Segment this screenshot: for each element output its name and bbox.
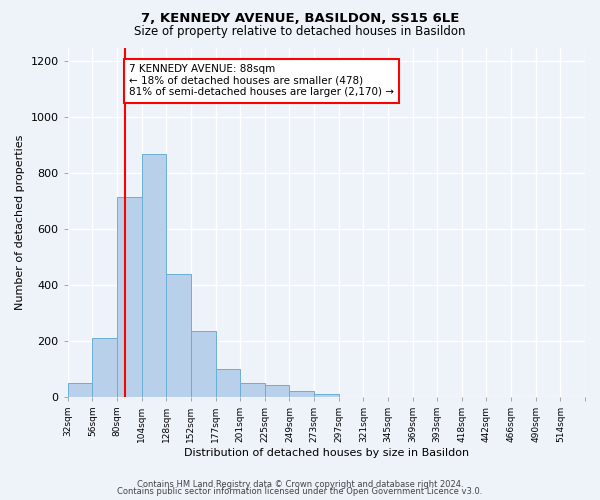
Bar	[117, 197, 142, 396]
Text: 7, KENNEDY AVENUE, BASILDON, SS15 6LE: 7, KENNEDY AVENUE, BASILDON, SS15 6LE	[141, 12, 459, 26]
X-axis label: Distribution of detached houses by size in Basildon: Distribution of detached houses by size …	[184, 448, 469, 458]
Bar	[289, 391, 314, 396]
Bar	[142, 154, 166, 396]
Bar	[92, 338, 117, 396]
Bar	[215, 368, 240, 396]
Bar	[191, 331, 215, 396]
Bar	[166, 274, 191, 396]
Y-axis label: Number of detached properties: Number of detached properties	[15, 134, 25, 310]
Bar	[314, 394, 338, 396]
Text: Contains HM Land Registry data © Crown copyright and database right 2024.: Contains HM Land Registry data © Crown c…	[137, 480, 463, 489]
Text: 7 KENNEDY AVENUE: 88sqm
← 18% of detached houses are smaller (478)
81% of semi-d: 7 KENNEDY AVENUE: 88sqm ← 18% of detache…	[129, 64, 394, 98]
Text: Contains public sector information licensed under the Open Government Licence v3: Contains public sector information licen…	[118, 488, 482, 496]
Text: Size of property relative to detached houses in Basildon: Size of property relative to detached ho…	[134, 25, 466, 38]
Bar	[240, 382, 265, 396]
Bar	[265, 386, 289, 396]
Bar	[68, 382, 92, 396]
